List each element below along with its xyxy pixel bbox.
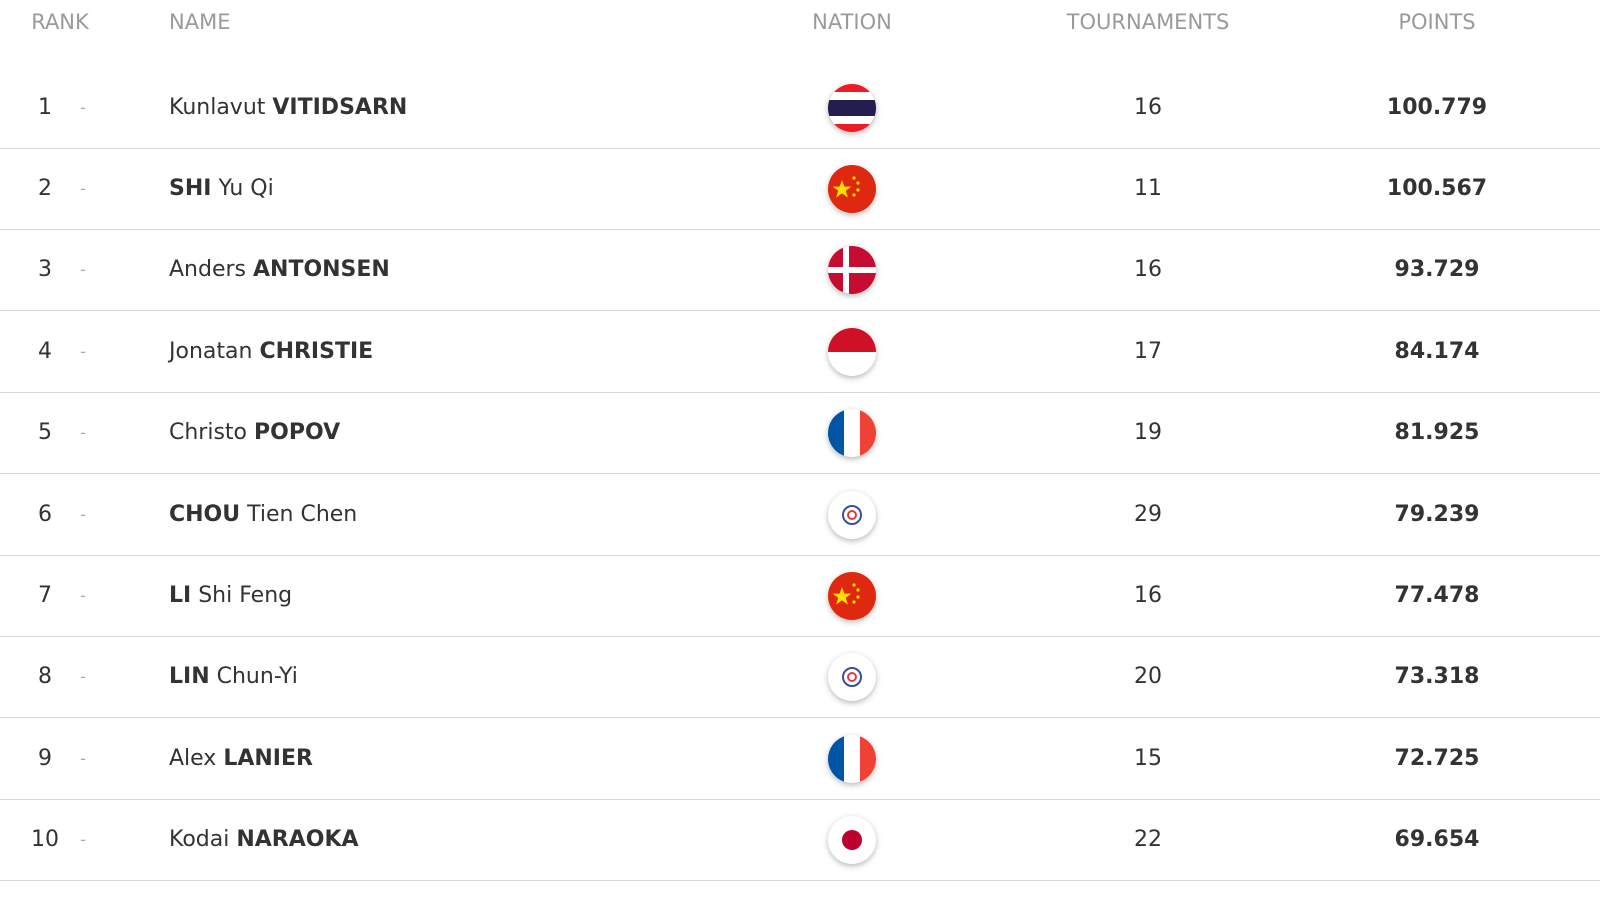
tournaments: 16: [1134, 94, 1162, 120]
points: 100.567: [1386, 175, 1488, 201]
tournaments: 20: [1134, 664, 1162, 690]
given-name: Christo: [169, 420, 248, 446]
header-points[interactable]: POINTS: [1398, 10, 1476, 34]
nation-flag: [828, 572, 876, 620]
given-name: Yu Qi: [218, 175, 274, 201]
nation-flag: [828, 816, 876, 864]
tournaments: 22: [1134, 827, 1162, 853]
rank-change: -: [80, 260, 86, 280]
rank: 4: [38, 338, 52, 364]
family-name: ANTONSEN: [253, 257, 390, 283]
player-name[interactable]: LI Shi Feng: [169, 582, 292, 610]
player-name[interactable]: Anders ANTONSEN: [169, 256, 390, 284]
ranking-row[interactable]: 6 - CHOU Tien Chen 29 79.239: [0, 475, 1600, 556]
ranking-row[interactable]: 4 - Jonatan CHRISTIE 17 84.174: [0, 312, 1600, 393]
given-name: Chun-Yi: [216, 664, 298, 690]
points: 69.654: [1394, 827, 1480, 853]
ranking-row[interactable]: 10 - Kodai NARAOKA 22 69.654: [0, 800, 1600, 882]
rank: 6: [38, 501, 52, 527]
rank: 9: [38, 745, 52, 771]
ranking-row[interactable]: 9 - Alex LANIER 15 72.725: [0, 719, 1600, 800]
header-nation[interactable]: NATION: [812, 10, 892, 34]
header-rank[interactable]: RANK: [31, 10, 89, 34]
points: 77.478: [1394, 582, 1480, 608]
nation-flag: [828, 409, 876, 457]
tournaments: 15: [1134, 745, 1162, 771]
given-name: Tien Chen: [247, 501, 358, 527]
rank: 1: [38, 94, 52, 120]
player-name[interactable]: Kunlavut VITIDSARN: [169, 94, 407, 122]
tournaments: 17: [1134, 338, 1162, 364]
nation-flag: [828, 328, 876, 376]
nation-flag: [828, 735, 876, 783]
header-name[interactable]: NAME: [169, 10, 231, 34]
ranking-row[interactable]: 2 - SHI Yu Qi 11 100.567: [0, 149, 1600, 230]
rank-change: -: [80, 667, 86, 687]
player-name[interactable]: LIN Chun-Yi: [169, 663, 298, 691]
points: 79.239: [1394, 501, 1480, 527]
given-name: Anders: [169, 257, 246, 283]
given-name: Kunlavut: [169, 94, 266, 120]
player-name[interactable]: Christo POPOV: [169, 419, 340, 447]
rank-change: -: [80, 341, 86, 361]
points: 84.174: [1394, 338, 1480, 364]
family-name: CHOU: [169, 501, 241, 527]
rank: 3: [38, 257, 52, 283]
tournaments: 19: [1134, 420, 1162, 446]
ranking-row[interactable]: 8 - LIN Chun-Yi 20 73.318: [0, 637, 1600, 719]
given-name: Kodai: [169, 827, 230, 853]
family-name: LI: [169, 582, 192, 608]
tournaments: 29: [1134, 501, 1162, 527]
points: 81.925: [1394, 420, 1480, 446]
nation-flag: [828, 165, 876, 213]
rank: 2: [38, 175, 52, 201]
points: 93.729: [1394, 257, 1480, 283]
ranking-row[interactable]: 7 - LI Shi Feng 16 77.478: [0, 556, 1600, 637]
player-name[interactable]: Kodai NARAOKA: [169, 826, 359, 854]
rank-change: -: [80, 97, 86, 117]
ranking-row[interactable]: 1 - Kunlavut VITIDSARN 16 100.779: [0, 68, 1600, 149]
rank-change: -: [80, 423, 86, 443]
family-name: POPOV: [254, 420, 341, 446]
rank: 5: [38, 420, 52, 446]
family-name: LIN: [169, 664, 210, 690]
tournaments: 16: [1134, 257, 1162, 283]
ranking-row[interactable]: 3 - Anders ANTONSEN 16 93.729: [0, 230, 1600, 312]
points: 72.725: [1394, 745, 1480, 771]
points: 100.779: [1386, 94, 1488, 120]
rank-change: -: [80, 504, 86, 524]
given-name: Shi Feng: [198, 582, 293, 608]
header-tournaments[interactable]: TOURNAMENTS: [1066, 10, 1230, 34]
given-name: Jonatan: [169, 338, 253, 364]
player-name[interactable]: SHI Yu Qi: [169, 175, 274, 203]
table-header: RANK NAME NATION TOURNAMENTS POINTS: [0, 0, 1600, 46]
rank: 10: [31, 827, 59, 853]
player-name[interactable]: Alex LANIER: [169, 745, 313, 773]
rank-change: -: [80, 748, 86, 768]
tournaments: 16: [1134, 582, 1162, 608]
nation-flag: [828, 491, 876, 539]
family-name: NARAOKA: [236, 827, 359, 853]
family-name: LANIER: [223, 745, 313, 771]
points: 73.318: [1394, 664, 1480, 690]
player-name[interactable]: Jonatan CHRISTIE: [169, 338, 373, 366]
rank-change: -: [80, 830, 86, 850]
tournaments: 11: [1134, 175, 1162, 201]
nation-flag: [828, 246, 876, 294]
rank: 8: [38, 664, 52, 690]
ranking-row[interactable]: 5 - Christo POPOV 19 81.925: [0, 393, 1600, 475]
nation-flag: [828, 84, 876, 132]
family-name: SHI: [169, 175, 212, 201]
nation-flag: [828, 653, 876, 701]
family-name: VITIDSARN: [272, 94, 408, 120]
family-name: CHRISTIE: [259, 338, 374, 364]
player-name[interactable]: CHOU Tien Chen: [169, 501, 357, 529]
rank: 7: [38, 582, 52, 608]
rank-change: -: [80, 178, 86, 198]
given-name: Alex: [169, 745, 217, 771]
rank-change: -: [80, 585, 86, 605]
